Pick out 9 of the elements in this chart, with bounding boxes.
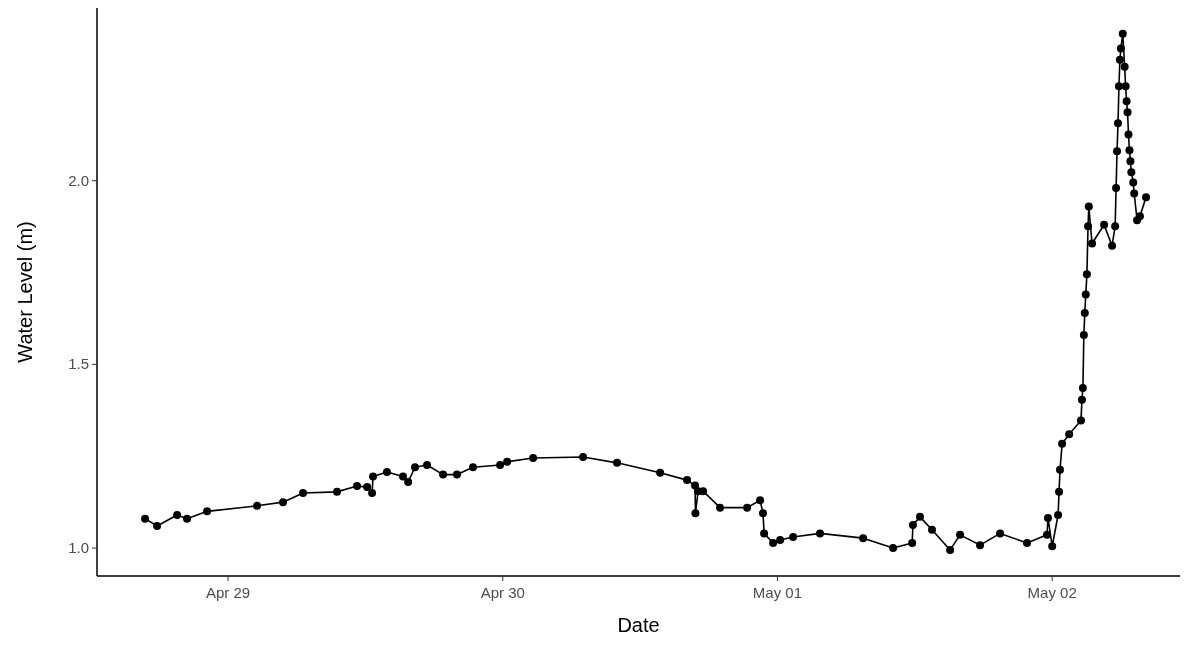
x-tick-label: Apr 30 — [480, 584, 525, 601]
y-axis-title: Water Level (m) — [14, 221, 36, 363]
y-tick-label: 2.0 — [68, 171, 89, 189]
x-tick-label: Apr 29 — [205, 584, 251, 601]
y-tick-label: 1.0 — [68, 539, 89, 557]
x-tick-label: May 02 — [1027, 584, 1077, 601]
y-tick-label: 1.5 — [68, 355, 89, 373]
x-tick-label: May 01 — [752, 584, 803, 601]
x-axis-title: Date — [617, 614, 660, 636]
